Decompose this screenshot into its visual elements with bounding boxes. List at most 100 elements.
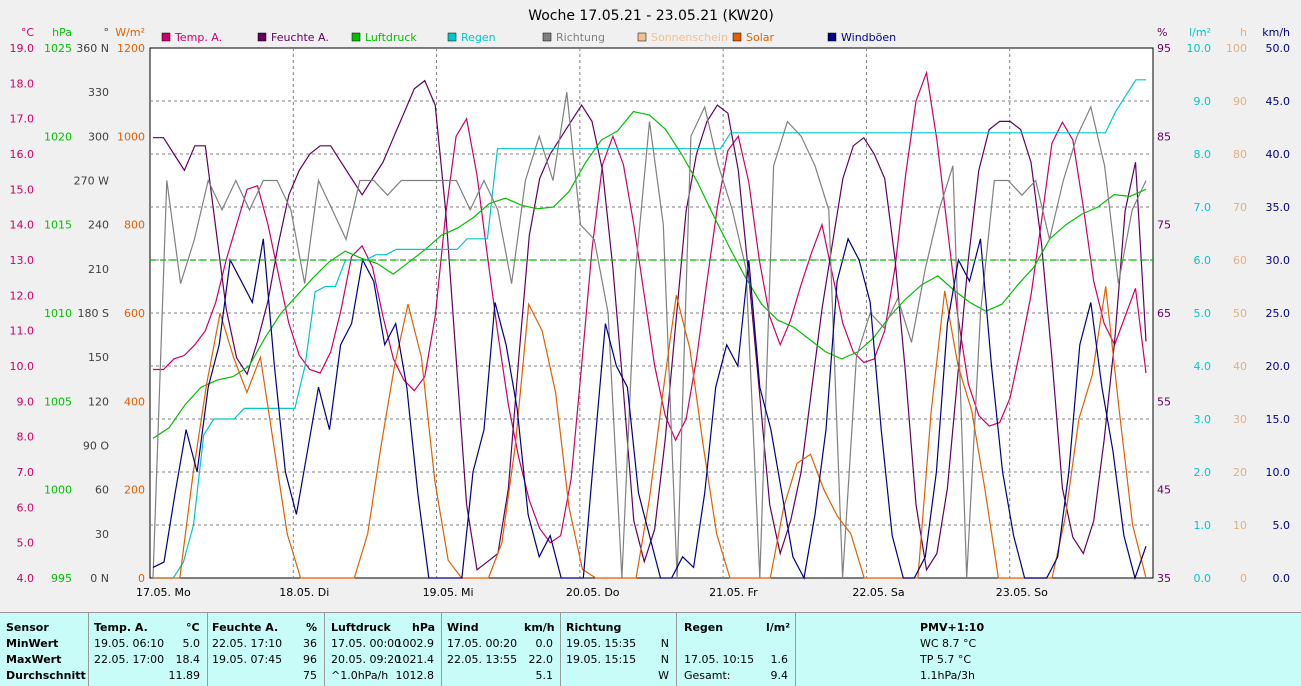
tick-label-sunshine: 60 xyxy=(1233,254,1247,267)
legend-label: Luftdruck xyxy=(365,31,417,44)
tick-label-solar: 1000 xyxy=(117,130,145,143)
tick-label-direction: 60 xyxy=(95,484,109,497)
grid xyxy=(150,48,1153,578)
legend-label: Solar xyxy=(746,31,775,44)
tick-label-temp: 5.0 xyxy=(17,537,35,550)
axis-unit-rain: l/m² xyxy=(1189,26,1211,39)
tick-label-sunshine: 80 xyxy=(1233,148,1247,161)
tick-label-rain: 5.0 xyxy=(1194,307,1212,320)
tick-label-temp: 19.0 xyxy=(10,42,35,55)
legend-swatch xyxy=(827,32,837,42)
tick-label-pressure: 1020 xyxy=(44,130,72,143)
temp-value: 18.4 xyxy=(175,653,201,666)
temp-value: 11.89 xyxy=(168,669,201,682)
tick-label-pressure: 1015 xyxy=(44,219,72,232)
tick-label-wind: 0.0 xyxy=(1273,572,1291,585)
row-label: Durchschnitt xyxy=(6,669,86,682)
press-value: 1012.8 xyxy=(395,669,435,682)
tick-label-sunshine: 90 xyxy=(1233,95,1247,108)
tick-label-rain: 4.0 xyxy=(1194,360,1212,373)
tick-label-pressure: 1010 xyxy=(44,307,72,320)
rain-time: Gesamt: xyxy=(684,669,731,682)
hum-time: 19.05. 07:45 xyxy=(212,653,283,666)
tick-label-rain: 1.0 xyxy=(1194,519,1212,532)
row-label: MinWert xyxy=(6,637,59,650)
tick-label-sunshine: 30 xyxy=(1233,413,1247,426)
tick-label-solar: 0 xyxy=(138,572,145,585)
tick-label-rain: 7.0 xyxy=(1194,201,1212,214)
wind-time: 17.05. 00:20 xyxy=(447,637,518,650)
tick-label-rain: 0.0 xyxy=(1194,572,1212,585)
tick-label-temp: 13.0 xyxy=(10,254,35,267)
axis-unit-sunshine: h xyxy=(1240,26,1247,39)
header-pmv: PMV+1:10 xyxy=(920,621,985,634)
header-hum: Feuchte A. xyxy=(212,621,279,634)
header-press-unit: hPa xyxy=(412,621,436,634)
header-rain: Regen xyxy=(684,621,724,634)
rain-time: 17.05. 10:15 xyxy=(684,653,755,666)
hum-value: 36 xyxy=(303,637,317,650)
wind-value: 0.0 xyxy=(535,637,554,650)
tick-label-wind: 20.0 xyxy=(1266,360,1291,373)
axis-unit-humidity: % xyxy=(1157,26,1167,39)
tick-label-direction: 360 N xyxy=(76,42,109,55)
legend-label: Richtung xyxy=(556,31,605,44)
tick-label-wind: 10.0 xyxy=(1266,466,1291,479)
x-tick-label: 17.05. Mo xyxy=(136,586,191,599)
tick-label-pressure: 1000 xyxy=(44,484,72,497)
press-value: 1021.4 xyxy=(395,653,435,666)
legend-swatch xyxy=(542,32,552,42)
tick-label-temp: 17.0 xyxy=(10,113,35,126)
tick-label-pressure: 995 xyxy=(51,572,72,585)
tick-label-direction: 210 xyxy=(88,263,109,276)
wind-value: 22.0 xyxy=(528,653,554,666)
tick-label-rain: 3.0 xyxy=(1194,413,1212,426)
tick-label-temp: 8.0 xyxy=(17,431,35,444)
tick-label-solar: 200 xyxy=(124,484,145,497)
tick-label-sunshine: 40 xyxy=(1233,360,1247,373)
tick-label-humidity: 95 xyxy=(1157,42,1171,55)
rain-value: 9.4 xyxy=(770,669,789,682)
header-wind-unit: km/h xyxy=(524,621,555,634)
row-label: MaxWert xyxy=(6,653,62,666)
tick-label-temp: 12.0 xyxy=(10,289,35,302)
tick-label-wind: 35.0 xyxy=(1266,201,1291,214)
x-tick-label: 23.05. So xyxy=(996,586,1048,599)
series-line-temp-a xyxy=(153,70,1147,544)
tick-label-humidity: 65 xyxy=(1157,307,1171,320)
tick-label-temp: 14.0 xyxy=(10,219,35,232)
tick-label-solar: 600 xyxy=(124,307,145,320)
tick-label-temp: 9.0 xyxy=(17,395,35,408)
temp-value: 5.0 xyxy=(182,637,201,650)
hum-value: 96 xyxy=(303,653,317,666)
x-tick-label: 18.05. Di xyxy=(279,586,329,599)
tick-label-humidity: 55 xyxy=(1157,395,1171,408)
legend-label: Feuchte A. xyxy=(271,31,329,44)
tick-label-temp: 4.0 xyxy=(17,572,35,585)
series-layer xyxy=(150,70,1153,581)
stats-table: Sensor Temp. A. °C Feuchte A. % Luftdruc… xyxy=(0,612,1301,686)
tick-label-direction: 150 xyxy=(88,351,109,364)
legend-swatch xyxy=(447,32,457,42)
dir-value: N xyxy=(660,653,669,666)
tick-label-rain: 10.0 xyxy=(1187,42,1212,55)
tick-label-direction: 330 xyxy=(88,86,109,99)
pmv-value: 1.1hPa/3h xyxy=(920,669,976,682)
tick-label-wind: 5.0 xyxy=(1273,519,1291,532)
header-dir: Richtung xyxy=(566,621,622,634)
axis-unit-pressure: hPa xyxy=(52,26,72,39)
tick-label-rain: 2.0 xyxy=(1194,466,1212,479)
temp-time: 22.05. 17:00 xyxy=(94,653,165,666)
axis-unit-solar: W/m² xyxy=(115,26,145,39)
pmv-value: WC 8.7 °C xyxy=(920,637,977,650)
tick-label-temp: 6.0 xyxy=(17,501,35,514)
press-time: 20.05. 09:20 xyxy=(331,653,402,666)
x-tick-label: 21.05. Fr xyxy=(709,586,758,599)
tick-label-pressure: 1025 xyxy=(44,42,72,55)
dir-value: N xyxy=(660,637,669,650)
tick-label-humidity: 35 xyxy=(1157,572,1171,585)
tick-label-temp: 10.0 xyxy=(10,360,35,373)
temp-time: 19.05. 06:10 xyxy=(94,637,165,650)
tick-label-rain: 9.0 xyxy=(1194,95,1212,108)
dir-time: 19.05. 15:15 xyxy=(566,653,637,666)
